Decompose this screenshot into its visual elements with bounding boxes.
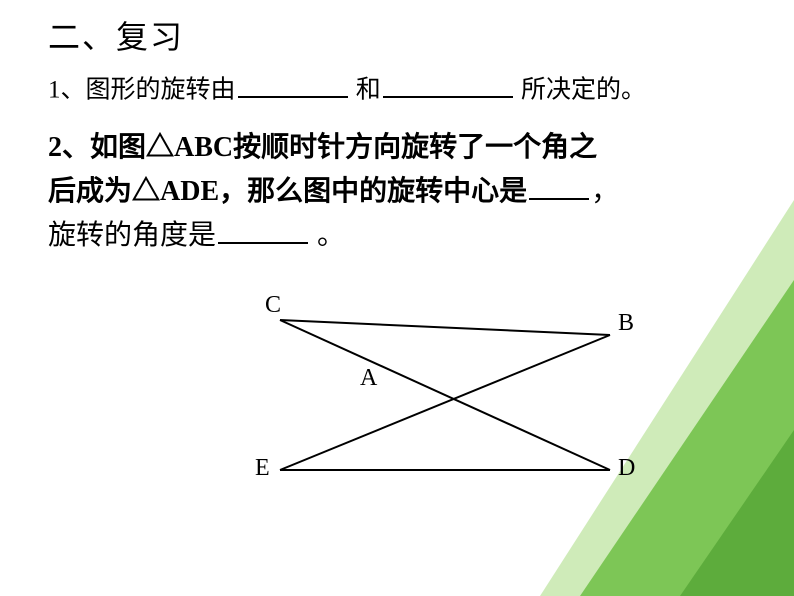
diagram-svg [230, 300, 650, 500]
point-label-A: A [360, 365, 377, 392]
point-label-B: B [618, 310, 634, 337]
q2-blank-1 [529, 169, 589, 200]
point-label-E: E [255, 455, 270, 482]
question-2: 2、如图△ABC按顺时针方向旋转了一个角之 后成为△ADE，那么图中的旋转中心是… [48, 127, 746, 257]
q2-line1: 2、如图△ABC按顺时针方向旋转了一个角之 [48, 132, 597, 163]
q2-blank-2 [218, 213, 308, 244]
question-1: 1、图形的旋转由 和 所决定的。 [48, 70, 746, 109]
diagram-edge [280, 335, 610, 470]
q1-text-suffix: 所决定的。 [515, 77, 646, 104]
q1-text-prefix: 1、图形的旋转由 [48, 77, 236, 104]
q1-text-mid: 和 [350, 77, 381, 104]
section-title: 二、复习 [48, 12, 746, 58]
diagram-edge [280, 320, 610, 335]
diagram-edges [280, 320, 610, 470]
q2-line3-suffix: 。 [310, 220, 345, 251]
point-label-C: C [265, 292, 281, 319]
q2-line2-prefix: 后成为△ADE，那么图中的旋转中心是 [48, 176, 527, 207]
q1-blank-2 [383, 70, 513, 98]
triangle-diagram: C B A E D [230, 300, 650, 500]
slide-content: 二、复习 1、图形的旋转由 和 所决定的。 2、如图△ABC按顺时针方向旋转了一… [0, 0, 794, 596]
q2-line3-prefix: 旋转的角度是 [48, 220, 216, 251]
diagram-edge [280, 320, 610, 470]
q2-line2-suffix: ， [591, 176, 619, 207]
q1-blank-1 [238, 70, 348, 98]
point-label-D: D [618, 455, 635, 482]
